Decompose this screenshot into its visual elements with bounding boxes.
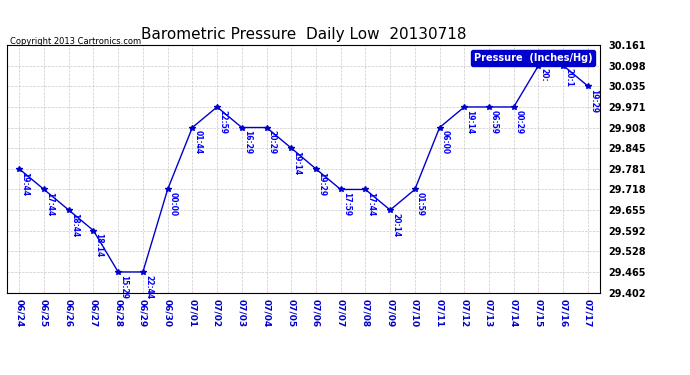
- Text: 17:44: 17:44: [45, 192, 54, 216]
- Text: 00:29: 00:29: [515, 110, 524, 134]
- Text: 20:: 20:: [540, 68, 549, 82]
- Text: 15:29: 15:29: [119, 275, 128, 299]
- Title: Barometric Pressure  Daily Low  20130718: Barometric Pressure Daily Low 20130718: [141, 27, 466, 42]
- Text: 19:29: 19:29: [317, 172, 326, 196]
- Text: 20:1: 20:1: [564, 68, 573, 87]
- Text: 17:59: 17:59: [342, 192, 351, 216]
- Text: Copyright 2013 Cartronics.com: Copyright 2013 Cartronics.com: [10, 38, 141, 46]
- Text: 00:00: 00:00: [168, 192, 177, 216]
- Text: 22:44: 22:44: [144, 275, 153, 299]
- Text: 20:14: 20:14: [391, 213, 400, 237]
- Text: 22:59: 22:59: [218, 110, 227, 134]
- Text: 19:44: 19:44: [20, 172, 29, 196]
- Text: 19:14: 19:14: [293, 151, 302, 175]
- Text: 19:14: 19:14: [465, 110, 474, 134]
- Text: 18:44: 18:44: [70, 213, 79, 237]
- Text: 01:44: 01:44: [193, 130, 202, 154]
- Legend: Pressure  (Inches/Hg): Pressure (Inches/Hg): [471, 50, 595, 66]
- Text: 01:59: 01:59: [416, 192, 425, 216]
- Text: 06:59: 06:59: [490, 110, 499, 134]
- Text: 06:00: 06:00: [441, 130, 450, 154]
- Text: 18:14: 18:14: [95, 233, 103, 258]
- Text: 17:44: 17:44: [366, 192, 375, 216]
- Text: 20:29: 20:29: [268, 130, 277, 154]
- Text: 19:29: 19:29: [589, 89, 598, 113]
- Text: 16:29: 16:29: [243, 130, 252, 154]
